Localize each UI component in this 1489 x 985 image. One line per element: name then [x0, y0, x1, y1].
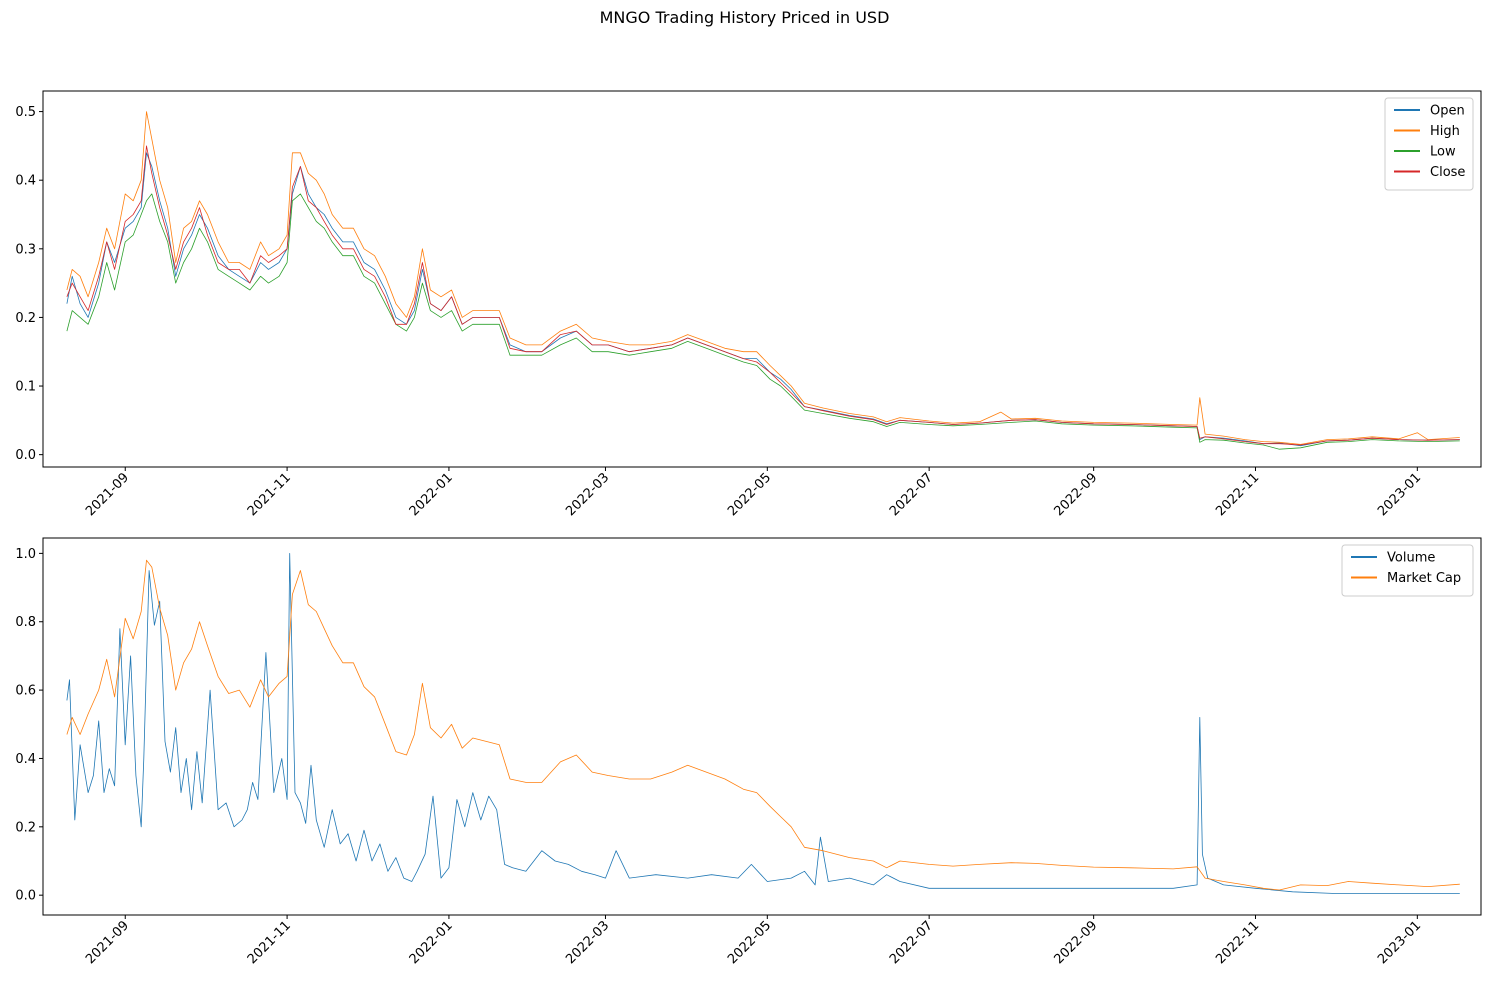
price-ytick-label: 0.4: [15, 174, 36, 189]
price-xtick-label: 2022-09: [1051, 470, 1100, 519]
price-legend-label-high: High: [1430, 124, 1460, 139]
volume-ytick-label: 1.0: [15, 547, 36, 562]
volume-series-line-market-cap: [66, 559, 1460, 891]
volume-axes-frame: [42, 537, 1482, 916]
price-series-line-low: [66, 193, 1460, 450]
price-subplot: 0.0 0.1 0.2 0.3 0.4 0.5 2021-09 2021-11 2022-01 2…: [15, 90, 1482, 519]
price-ytick-label: 0.5: [15, 105, 36, 120]
volume-xtick-label: 2021-09: [83, 918, 132, 967]
volume-legend: Volume Market Cap: [1341, 544, 1474, 597]
price-xtick-label: 2022-05: [725, 470, 774, 519]
volume-legend-label-market-cap: Market Cap: [1387, 571, 1461, 586]
price-series-line-open: [66, 152, 1460, 447]
price-legend-label-low: Low: [1430, 145, 1456, 160]
volume-xtick-label: 2022-03: [563, 918, 612, 967]
price-ytick-label: 0.1: [15, 380, 36, 395]
volume-xtick-label: 2022-01: [407, 918, 456, 967]
volume-xtick-label: 2022-05: [725, 918, 774, 967]
price-ytick-label: 0.0: [15, 448, 36, 463]
price-xtick-label: 2022-01: [407, 470, 456, 519]
price-legend-label-close: Close: [1430, 165, 1465, 180]
price-axes-frame: [42, 90, 1482, 468]
volume-marketcap-subplot: 0.0 0.2 0.4 0.6 0.8 1.0 2021-09 2021-11 2022-01 2…: [15, 537, 1482, 967]
price-ytick-label: 0.3: [15, 242, 36, 257]
price-xtick-label: 2021-11: [245, 470, 294, 519]
price-xtick-label: 2022-03: [563, 470, 612, 519]
price-ytick-label: 0.2: [15, 311, 36, 326]
volume-ytick-label: 0.2: [15, 820, 36, 835]
price-legend-frame: [1384, 97, 1474, 191]
price-series-line-high: [66, 111, 1460, 445]
price-legend: Open High Low Close: [1384, 97, 1474, 191]
price-xtick-label: 2021-09: [83, 470, 132, 519]
figure-title: MNGO Trading History Priced in USD: [599, 8, 890, 27]
volume-xtick-label: 2022-11: [1213, 918, 1262, 967]
volume-ytick-label: 0.0: [15, 889, 36, 904]
price-series-line-close: [66, 145, 1460, 446]
volume-ytick-label: 0.4: [15, 752, 36, 767]
volume-xtick-label: 2022-09: [1051, 918, 1100, 967]
volume-xtick-label: 2022-07: [887, 918, 936, 967]
volume-legend-label-volume: Volume: [1387, 551, 1435, 566]
price-legend-label-open: Open: [1430, 104, 1465, 119]
volume-xtick-label: 2021-11: [245, 918, 294, 967]
price-xtick-label: 2022-11: [1213, 470, 1262, 519]
volume-xtick-label: 2023-01: [1375, 918, 1424, 967]
price-xtick-label: 2022-07: [887, 470, 936, 519]
volume-ytick-label: 0.6: [15, 684, 36, 699]
volume-ytick-label: 0.8: [15, 615, 36, 630]
price-xtick-label: 2023-01: [1375, 470, 1424, 519]
volume-series-line-volume: [66, 553, 1460, 894]
